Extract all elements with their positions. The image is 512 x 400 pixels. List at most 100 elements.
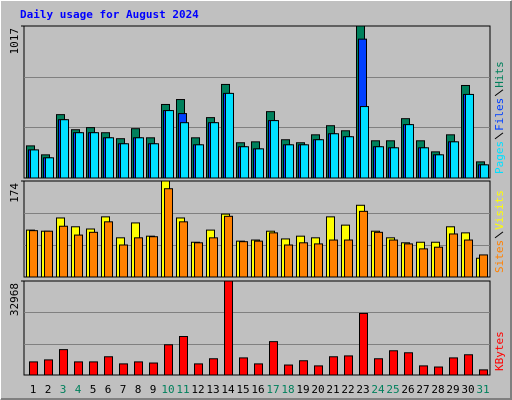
bar: [224, 280, 233, 376]
x-tick-label: 3: [60, 383, 67, 396]
bar: [404, 352, 413, 376]
bar: [360, 106, 369, 179]
x-tick-label: 16: [251, 383, 264, 396]
bar: [344, 355, 353, 376]
bar: [299, 242, 308, 278]
bar: [449, 233, 458, 278]
bar: [299, 360, 308, 376]
bar: [315, 139, 324, 179]
bar: [345, 136, 354, 179]
bar: [209, 237, 218, 278]
x-tick-label: 31: [476, 383, 489, 396]
bar: [374, 231, 383, 278]
bar: [134, 237, 143, 278]
x-tick-label: 26: [401, 383, 414, 396]
legend-entry: Hits: [493, 61, 506, 88]
x-tick-label: 14: [221, 383, 235, 396]
bar: [194, 242, 203, 278]
bar: [344, 239, 353, 278]
x-tick-label: 17: [266, 383, 279, 396]
bar: [255, 148, 264, 179]
bar: [29, 230, 38, 278]
bar: [300, 144, 309, 179]
bar: [165, 110, 174, 179]
bar: [390, 147, 399, 179]
bar: [210, 122, 219, 179]
x-tick-label: 5: [90, 383, 97, 396]
bar: [209, 358, 218, 376]
bar: [89, 361, 98, 376]
bar: [270, 120, 279, 179]
bar: [434, 366, 443, 376]
bar: [104, 221, 113, 278]
bar: [90, 132, 99, 179]
bar: [435, 154, 444, 179]
bar: [269, 341, 278, 376]
x-tick-label: 18: [281, 383, 294, 396]
x-tick-label: 27: [416, 383, 429, 396]
legend-separator: [494, 132, 504, 140]
x-tick-label: 28: [431, 383, 444, 396]
bar: [119, 244, 128, 278]
bar: [480, 164, 489, 179]
bar: [149, 362, 158, 376]
bar: [224, 215, 233, 278]
bar: [179, 336, 188, 376]
bar: [314, 365, 323, 376]
bar: [59, 225, 68, 278]
bar: [75, 132, 84, 179]
bar: [30, 149, 39, 179]
x-tick-label: 23: [356, 383, 369, 396]
legend-entry: Sites: [493, 240, 506, 273]
x-tick-label: 30: [461, 383, 474, 396]
bar: [164, 188, 173, 278]
x-tick-label: 4: [75, 383, 82, 396]
bar: [59, 349, 68, 376]
bar: [60, 119, 69, 179]
x-tick-label: 15: [236, 383, 249, 396]
x-tick-label: 9: [150, 383, 157, 396]
bar: [254, 240, 263, 278]
y-tick-label: 174: [8, 183, 21, 203]
bar: [284, 244, 293, 278]
x-tick-label: 25: [386, 383, 399, 396]
bar: [225, 92, 234, 179]
bar: [389, 350, 398, 376]
legend-entry: Pages: [493, 141, 506, 174]
x-tick-label: 22: [341, 383, 354, 396]
legend-separator: [494, 231, 504, 239]
bar: [359, 312, 368, 376]
bar: [134, 361, 143, 376]
bar: [45, 157, 54, 179]
x-tick-label: 29: [446, 383, 459, 396]
bar: [464, 354, 473, 376]
bar: [254, 363, 263, 376]
y-tick-label: 32968: [8, 283, 21, 316]
x-tick-label: 12: [191, 383, 204, 396]
bar: [419, 365, 428, 376]
x-tick-label: 1: [30, 383, 37, 396]
x-tick-label: 6: [105, 383, 112, 396]
bar: [464, 239, 473, 278]
bar: [329, 239, 338, 278]
bar: [119, 363, 128, 376]
bar: [449, 357, 458, 376]
bar: [120, 143, 129, 179]
legend-entry: Files: [493, 98, 506, 131]
bar: [405, 124, 414, 179]
bar: [150, 143, 159, 179]
legend-entry: Visits: [493, 190, 506, 230]
bar: [330, 133, 339, 179]
bar: [164, 344, 173, 376]
x-tick-label: 21: [326, 383, 339, 396]
bar: [420, 147, 429, 179]
x-tick-label: 2: [45, 383, 52, 396]
bar: [135, 137, 144, 179]
bar: [450, 141, 459, 179]
chart-title: Daily usage for August 2024: [20, 8, 199, 21]
bar: [419, 248, 428, 278]
bar: [74, 361, 83, 376]
bar: [479, 254, 488, 278]
